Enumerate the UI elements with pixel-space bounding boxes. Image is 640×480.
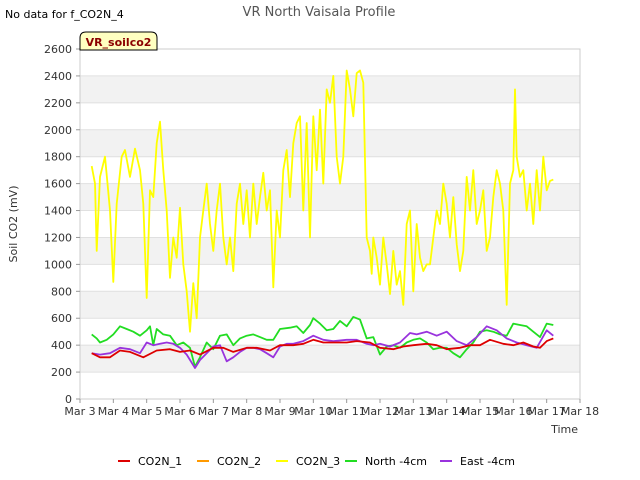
x-tick-label: Mar 4: [98, 405, 129, 418]
x-tick-label: Mar 11: [328, 405, 366, 418]
legend: CO2N_1 CO2N_2 CO2N_3 North -4cm East -4cm: [118, 455, 515, 468]
x-tick-label: Mar 3: [64, 405, 95, 418]
background-band: [80, 291, 580, 319]
y-axis-label: Soil CO2 (mV): [7, 186, 20, 263]
legend-label-co2n-2: CO2N_2: [217, 455, 261, 468]
x-tick-label: Mar 7: [198, 405, 229, 418]
x-tick-label: Mar 9: [264, 405, 295, 418]
series-line-co2n-1: [91, 337, 554, 359]
legend-label-north-4cm: North -4cm: [365, 455, 427, 468]
y-tick-label: 1200: [44, 231, 72, 244]
background-band: [80, 183, 580, 211]
x-tick-label: Mar 5: [131, 405, 162, 418]
y-tick-label: 0: [65, 393, 72, 406]
legend-label-co2n-1: CO2N_1: [138, 455, 182, 468]
background-band: [80, 345, 580, 373]
y-tick-label: 800: [51, 285, 72, 298]
no-data-note: No data for f_CO2N_4: [5, 8, 124, 21]
site-badge: VR_soilco2: [79, 31, 158, 51]
y-tick-label: 2600: [44, 43, 72, 56]
badge-label: VR_soilco2: [86, 36, 152, 49]
series-line-co2n-3: [90, 69, 554, 333]
x-tick-label: Mar 16: [494, 405, 532, 418]
x-tick-label: Mar 13: [394, 405, 432, 418]
x-tick-label: Mar 14: [428, 405, 466, 418]
y-tick-label: 200: [51, 366, 72, 379]
series-line-east-4cm: [91, 325, 554, 369]
y-tick-label: 2000: [44, 124, 72, 137]
x-tick-label: Mar 10: [294, 405, 332, 418]
y-tick-label: 2400: [44, 70, 72, 83]
y-tick-label: 2200: [44, 97, 72, 110]
y-tick-label: 1000: [44, 258, 72, 271]
background-band: [80, 237, 580, 265]
legend-label-co2n-3: CO2N_3: [296, 455, 340, 468]
background-band: [80, 129, 580, 157]
x-tick-label: Mar 15: [461, 405, 499, 418]
y-tick-label: 400: [51, 339, 72, 352]
series-layer: [90, 69, 554, 369]
legend-label-east-4cm: East -4cm: [460, 455, 515, 468]
y-axis-ticks: 0 200 400 600 800 1000 1200 1400 1600 1800 2000 220…: [44, 43, 80, 406]
background-bands: [80, 75, 580, 373]
y-tick-label: 600: [51, 312, 72, 325]
y-tick-label: 1400: [44, 205, 72, 218]
y-tick-label: 1600: [44, 178, 72, 191]
x-tick-label: Mar 6: [164, 405, 195, 418]
x-tick-label: Mar 18: [561, 405, 599, 418]
x-tick-label: Mar 8: [231, 405, 262, 418]
x-tick-label: Mar 12: [361, 405, 399, 418]
y-tick-label: 1800: [44, 151, 72, 164]
chart-title: VR North Vaisala Profile: [243, 5, 396, 20]
series-line-north-4cm: [91, 315, 554, 368]
x-axis-label: Time: [550, 423, 578, 436]
x-tick-label: Mar 17: [528, 405, 566, 418]
badge-box: [79, 31, 158, 51]
plot-frame: [79, 48, 581, 400]
